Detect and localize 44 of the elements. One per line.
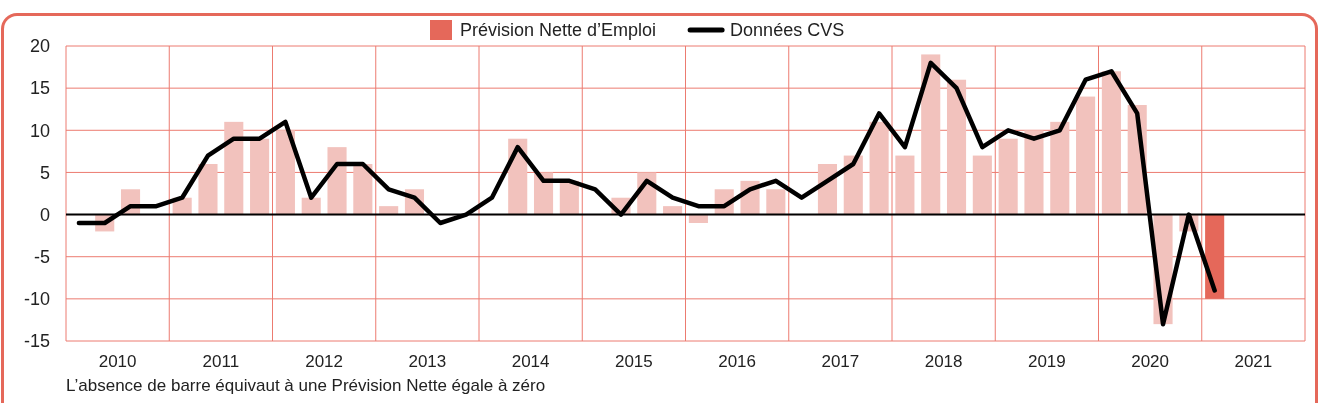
x-tick-label: 2010: [98, 352, 137, 371]
bar: [198, 164, 218, 215]
bar: [869, 121, 889, 215]
legend-label: Données CVS: [730, 20, 845, 41]
y-tick-label: 5: [39, 162, 50, 183]
bar: [663, 206, 683, 215]
bar: [379, 206, 399, 215]
bar: [327, 147, 347, 215]
x-tick-label: 2015: [614, 352, 653, 371]
x-tick-label: 2014: [511, 352, 550, 371]
x-tick-label: 2019: [1027, 352, 1066, 371]
y-tick-label: 20: [29, 36, 50, 57]
bar: [1101, 71, 1121, 215]
bar: [843, 155, 863, 215]
y-tick-label: 10: [29, 120, 50, 141]
bar: [224, 121, 244, 215]
x-tick-label: 2016: [718, 352, 757, 371]
bar: [250, 138, 270, 215]
bar: [1076, 96, 1096, 215]
x-tick-label: 2020: [1131, 352, 1170, 371]
y-tick-label: 15: [29, 78, 50, 99]
bar: [766, 189, 786, 215]
bar: [1050, 121, 1070, 215]
bar: [921, 54, 941, 215]
bar: [275, 130, 295, 215]
legend-label: Prévision Nette d’Emploi: [460, 20, 657, 41]
bar: [972, 155, 992, 215]
bar: [301, 197, 321, 215]
bar: [895, 155, 915, 215]
x-tick-label: 2021: [1234, 352, 1273, 371]
bar: [998, 138, 1018, 215]
bar: [1024, 130, 1044, 215]
bar: [946, 79, 967, 215]
y-tick-label: -15: [23, 331, 50, 352]
bar: [353, 164, 373, 215]
x-tick-label: 2011: [202, 352, 240, 371]
y-tick-label: -5: [33, 247, 50, 268]
x-tick-label: 2012: [305, 352, 344, 371]
text: L’absence de barre équivaut à une Prévision Nette égale à zéro: [66, 376, 546, 395]
x-tick-label: 2013: [408, 352, 447, 371]
y-tick-label: -10: [23, 289, 50, 310]
y-tick-label: 0: [39, 204, 50, 225]
x-tick-label: 2018: [924, 352, 963, 371]
x-tick-label: 2017: [821, 352, 860, 371]
